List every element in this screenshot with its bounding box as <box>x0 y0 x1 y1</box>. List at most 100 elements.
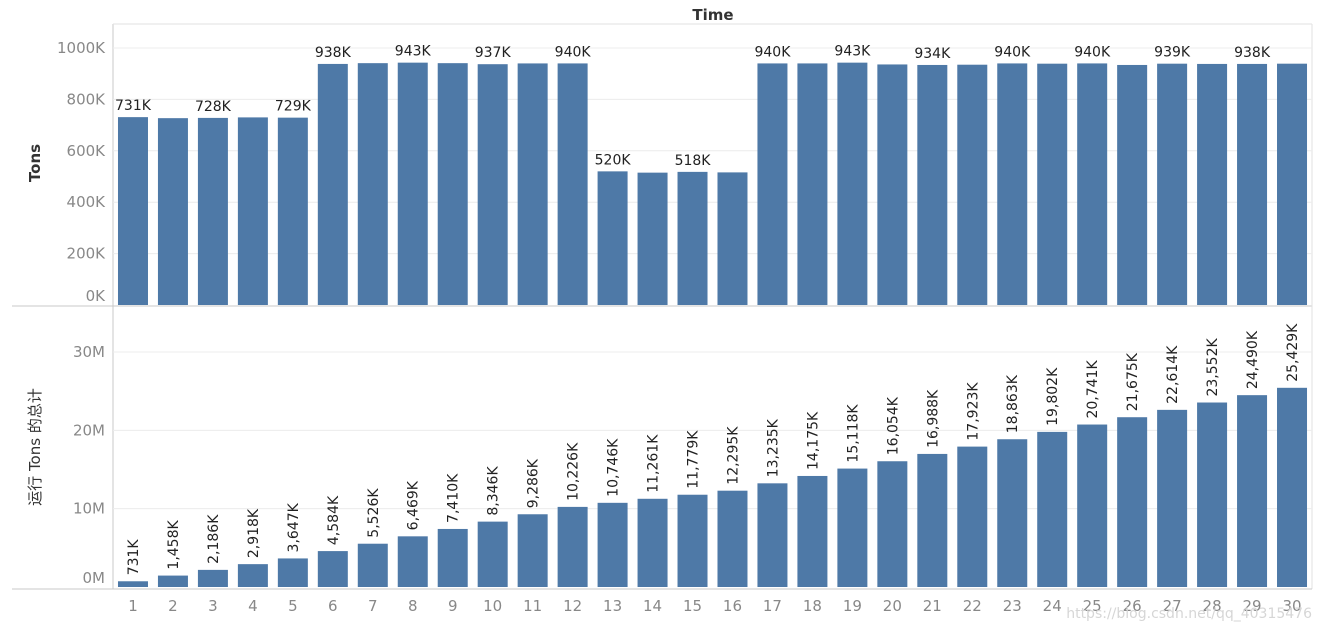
bar <box>1197 63 1228 306</box>
data-label: 14,175K <box>805 411 821 470</box>
data-label: 6,469K <box>406 480 422 530</box>
data-label: 731K <box>126 539 142 576</box>
x-tick-label: 29 <box>1243 597 1262 615</box>
y-tick-label: 0M <box>83 569 106 587</box>
data-label: 520K <box>595 152 632 168</box>
bar <box>477 521 508 587</box>
x-tick-label: 7 <box>368 597 378 615</box>
y-tick-label: 0K <box>86 287 107 305</box>
bar <box>837 62 868 305</box>
data-label: 16,054K <box>885 396 901 455</box>
x-tick-label: 17 <box>763 597 782 615</box>
bar <box>1277 63 1308 305</box>
x-tick-label: 22 <box>963 597 982 615</box>
bar <box>837 468 868 587</box>
data-label: 729K <box>275 99 312 115</box>
x-axis: 1 2 3 4 5 6 7 8 9 10 11 12 13 14 15 16 17 18 19 20 21 22 23 24 2… <box>128 597 1301 615</box>
data-label: 2,186K <box>206 514 222 564</box>
x-tick-label: 16 <box>723 597 742 615</box>
data-label: 16,988K <box>925 389 941 448</box>
data-label: 12,295K <box>725 426 741 485</box>
bar <box>1197 402 1228 587</box>
x-tick-label: 28 <box>1203 597 1222 615</box>
x-tick-label: 3 <box>208 597 218 615</box>
data-label: 943K <box>834 44 871 60</box>
data-label: 940K <box>754 44 791 60</box>
bar <box>117 117 148 306</box>
y-tick-label: 1000K <box>57 39 106 57</box>
bar <box>957 446 988 587</box>
data-label: 1,458K <box>166 519 182 569</box>
data-label: 23,552K <box>1205 338 1221 397</box>
x-tick-label: 1 <box>128 597 138 615</box>
y-tick-label: 600K <box>67 142 107 160</box>
bar <box>1237 63 1268 306</box>
bar <box>1037 63 1068 305</box>
bar <box>317 63 348 306</box>
data-label: 10,746K <box>606 438 622 497</box>
data-label: 518K <box>675 153 712 169</box>
data-label: 940K <box>555 44 592 60</box>
bar <box>1117 417 1148 587</box>
data-label: 4,584K <box>326 495 342 545</box>
bar <box>517 514 548 587</box>
data-label: 25,429K <box>1285 323 1301 382</box>
bar <box>877 64 908 305</box>
y-axis-title-panel-1: Tons <box>26 144 44 182</box>
data-label: 13,235K <box>765 418 781 477</box>
data-label: 11,261K <box>646 434 662 493</box>
data-label: 18,863K <box>1005 374 1021 433</box>
x-tick-label: 14 <box>643 597 662 615</box>
data-label: 9,286K <box>526 458 542 508</box>
bar <box>437 528 468 587</box>
bar <box>277 558 308 587</box>
bar <box>437 63 468 306</box>
bar <box>1157 63 1188 305</box>
bar <box>917 64 948 305</box>
y-tick-label: 400K <box>67 193 107 211</box>
data-label: 21,675K <box>1125 352 1141 411</box>
bar <box>357 543 388 587</box>
y-axis-title-panel-2: 运行 Tons 的总计 <box>26 388 44 506</box>
bar <box>717 172 748 305</box>
bar <box>1277 387 1308 587</box>
data-label: 940K <box>1074 44 1111 60</box>
bar <box>997 439 1028 587</box>
data-label: 943K <box>395 44 432 60</box>
y-tick-label: 20M <box>73 421 105 439</box>
y-tick-label: 30M <box>73 343 105 361</box>
x-tick-label: 2 <box>168 597 178 615</box>
bar <box>157 118 188 305</box>
x-tick-label: 10 <box>483 597 502 615</box>
bar <box>797 63 828 305</box>
bar <box>1117 64 1148 305</box>
bar <box>637 172 668 305</box>
bar <box>397 62 428 305</box>
data-label: 11,779K <box>686 430 702 489</box>
data-label: 938K <box>315 45 352 61</box>
data-label: 731K <box>115 98 152 114</box>
x-tick-label: 4 <box>248 597 258 615</box>
data-label: 20,741K <box>1085 360 1101 419</box>
bar <box>277 117 308 305</box>
data-label: 22,614K <box>1165 345 1181 404</box>
bar <box>117 581 148 587</box>
bar <box>637 498 668 587</box>
bar <box>597 171 628 305</box>
bar <box>157 575 188 587</box>
bar <box>397 536 428 587</box>
bar <box>237 564 268 587</box>
data-label: 7,410K <box>446 473 462 523</box>
bar <box>757 483 788 587</box>
data-label: 19,802K <box>1045 367 1061 426</box>
data-label: 728K <box>195 99 232 115</box>
x-tick-label: 23 <box>1003 597 1022 615</box>
bar <box>677 494 708 587</box>
data-label: 8,346K <box>486 466 502 516</box>
data-label: 940K <box>994 44 1031 60</box>
bar <box>1077 63 1108 305</box>
bar <box>557 506 588 587</box>
x-tick-label: 8 <box>408 597 418 615</box>
x-tick-label: 13 <box>603 597 622 615</box>
bar <box>597 502 628 587</box>
